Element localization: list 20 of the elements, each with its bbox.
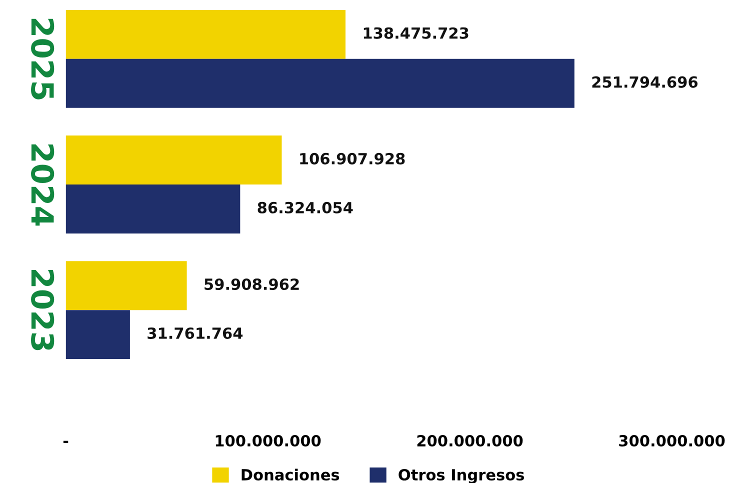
bar	[66, 136, 282, 185]
data-label: 86.324.054	[258, 202, 353, 214]
x-tick-label: 100.000.000	[216, 434, 321, 447]
data-label: 31.761.764	[148, 327, 243, 340]
bar	[66, 184, 240, 234]
x-tick-label: -	[63, 440, 68, 444]
bar	[66, 261, 187, 310]
bar	[66, 58, 574, 108]
data-label: 251.794.696	[592, 76, 698, 88]
y-tick-label: 2023	[31, 270, 54, 350]
x-tick-label: 300.000.000	[619, 434, 725, 447]
data-label: 59.908.962	[204, 278, 299, 290]
bar	[66, 310, 130, 360]
x-tick-label: 200.000.000	[417, 434, 523, 447]
bar	[66, 10, 346, 59]
data-label: 138.475.723	[364, 27, 468, 39]
data-label: 106.907.928	[300, 152, 405, 164]
y-tick-label: 2024	[31, 144, 54, 226]
y-tick-label: 2025	[31, 18, 54, 100]
legend-label: Donaciones	[242, 468, 340, 481]
